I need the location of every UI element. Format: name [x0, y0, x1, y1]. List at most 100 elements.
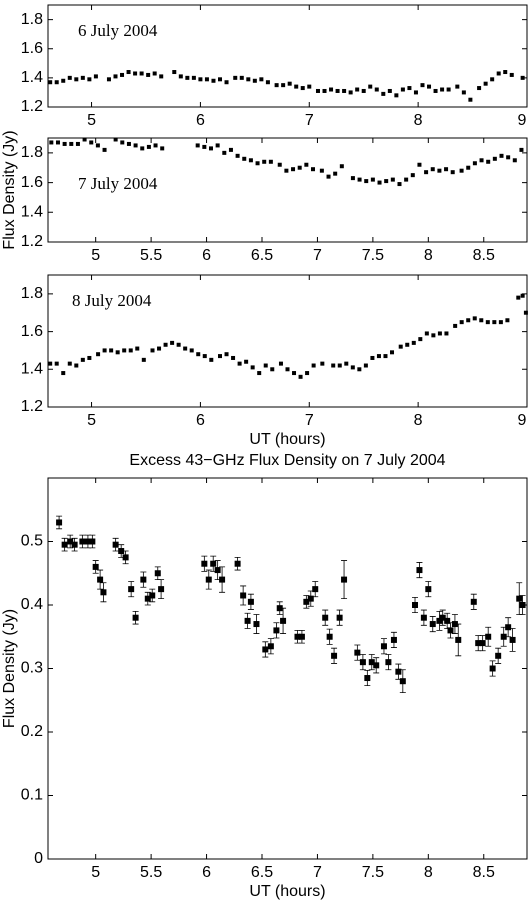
data-point — [235, 153, 240, 158]
data-point — [368, 84, 373, 89]
data-point — [357, 367, 362, 372]
x-tick-label: 6.5 — [251, 864, 273, 881]
data-point — [202, 144, 207, 149]
data-point — [54, 361, 59, 366]
data-point — [520, 293, 525, 298]
annotation: 7 July 2004 — [78, 174, 158, 193]
data-point — [383, 354, 388, 359]
data-point — [240, 592, 247, 599]
data-point — [384, 179, 389, 184]
data-point — [447, 627, 454, 634]
data-point — [146, 144, 151, 149]
data-point — [370, 355, 375, 360]
data-point — [237, 361, 242, 366]
data-point — [304, 162, 309, 167]
x-tick-label: 5 — [87, 112, 96, 129]
data-point — [336, 614, 343, 621]
data-point — [425, 586, 432, 593]
data-point — [233, 75, 238, 80]
data-point — [431, 333, 436, 338]
y-tick-label: 1.6 — [21, 40, 43, 57]
data-point — [112, 541, 119, 548]
data-point — [477, 86, 482, 91]
data-point — [267, 643, 274, 650]
data-point — [350, 365, 355, 370]
data-point — [344, 361, 349, 366]
data-point — [404, 177, 409, 182]
x-tick-label: 5 — [91, 247, 100, 264]
data-point — [158, 586, 165, 593]
data-point — [337, 363, 342, 368]
data-point — [326, 633, 333, 640]
data-point — [298, 633, 305, 640]
data-point — [350, 176, 355, 181]
data-point — [315, 88, 320, 93]
data-point — [461, 90, 466, 95]
data-point — [141, 357, 146, 362]
data-point — [395, 668, 402, 675]
data-point — [523, 310, 528, 315]
data-point — [262, 646, 269, 653]
data-point — [205, 576, 212, 583]
x-tick-label: 7.5 — [362, 864, 384, 881]
data-point — [239, 75, 244, 80]
data-point — [420, 614, 427, 621]
data-point — [71, 541, 78, 548]
data-point — [377, 180, 382, 185]
data-point — [520, 75, 525, 80]
data-point — [262, 159, 267, 164]
data-point — [427, 84, 432, 89]
data-point — [466, 165, 471, 170]
data-point — [84, 538, 91, 545]
y-tick-label: 1.4 — [21, 69, 43, 86]
data-point — [92, 563, 99, 570]
data-point — [54, 80, 59, 85]
x-tick-label: 7.5 — [362, 247, 384, 264]
data-point — [505, 624, 512, 631]
data-point — [89, 538, 96, 545]
data-point — [170, 340, 175, 345]
annotation: 8 July 2004 — [72, 291, 152, 310]
data-point — [437, 331, 442, 336]
data-point — [479, 158, 484, 163]
data-point — [133, 71, 138, 76]
data-point — [135, 346, 140, 351]
data-point — [75, 141, 80, 146]
data-point — [61, 541, 68, 548]
data-point — [439, 614, 446, 621]
y-tick-label: 1.8 — [21, 11, 43, 28]
data-point — [416, 567, 423, 574]
data-point — [67, 538, 74, 545]
data-point — [215, 143, 220, 148]
data-point — [374, 87, 379, 92]
data-point — [146, 72, 151, 77]
data-point — [429, 621, 436, 628]
data-point — [140, 146, 145, 151]
data-point — [361, 88, 366, 93]
data-point — [87, 77, 92, 82]
plot-frame — [47, 477, 528, 860]
data-point — [276, 605, 283, 612]
data-point — [69, 141, 74, 146]
annotation: 6 July 2004 — [78, 21, 158, 40]
data-point — [191, 75, 196, 80]
data-point — [297, 165, 302, 170]
y-axis-label: Flux Density (Jy) — [1, 130, 18, 249]
data-point — [498, 320, 503, 325]
data-point — [67, 361, 72, 366]
y-tick-label: 1.4 — [21, 204, 43, 221]
data-point — [224, 352, 229, 357]
data-point — [450, 170, 455, 175]
x-tick-label: 5 — [91, 864, 100, 881]
data-point — [329, 87, 334, 92]
data-point — [196, 352, 201, 357]
data-point — [247, 598, 254, 605]
data-point — [311, 167, 316, 172]
data-point — [472, 161, 477, 166]
data-point — [341, 576, 348, 583]
data-point — [204, 77, 209, 82]
data-point — [139, 71, 144, 76]
y-axis-label: Flux Density (Jy) — [1, 609, 18, 728]
x-tick-label: 8 — [414, 412, 423, 429]
y-tick-label: 0.2 — [21, 723, 43, 740]
